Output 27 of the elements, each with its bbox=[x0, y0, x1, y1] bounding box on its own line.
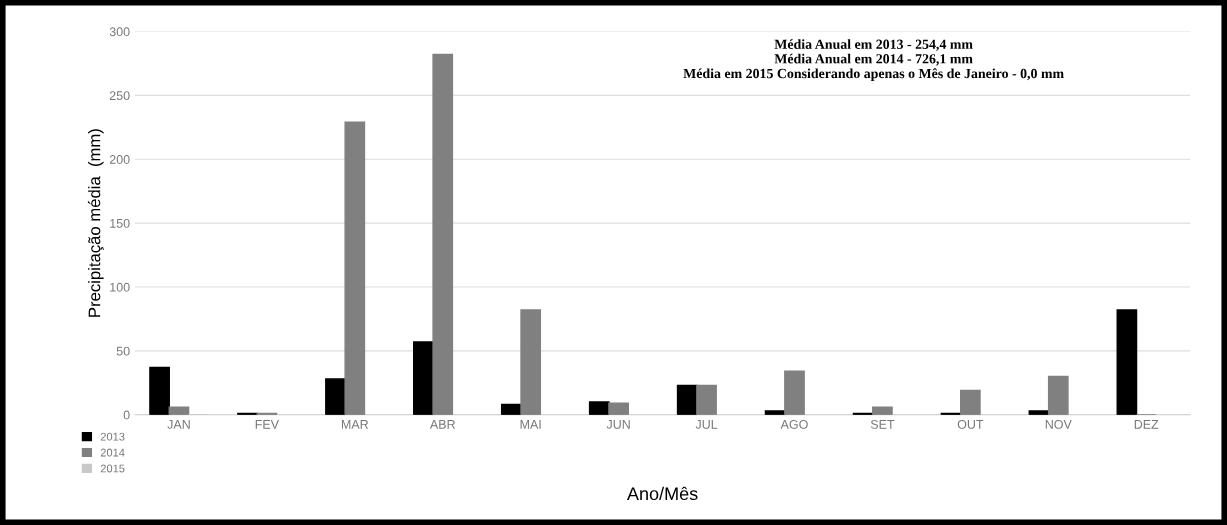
y-tick-label: 200 bbox=[109, 155, 130, 164]
y-axis-title: Precipitação média (mm) bbox=[87, 129, 104, 317]
legend-label: 2015 bbox=[100, 464, 125, 473]
y-tick-label: 0 bbox=[123, 410, 130, 420]
annotation: Média Anual em 2013 - 254,4 mm bbox=[774, 39, 973, 51]
x-tick-label: ABR bbox=[429, 420, 456, 429]
x-tick-label: AGO bbox=[780, 419, 808, 429]
x-tick-label: OUT bbox=[957, 419, 984, 429]
annotation: Média em 2015 Considerando apenas o Mês de Janeiro - 0,0 mm bbox=[683, 68, 1064, 81]
legend-label: 2014 bbox=[100, 448, 125, 457]
x-tick-label: JUL bbox=[695, 420, 718, 429]
x-tick-label: MAR bbox=[341, 420, 369, 429]
y-tick-label: 300 bbox=[109, 27, 130, 37]
legend-label: 2013 bbox=[100, 432, 125, 441]
annotation: Média Anual em 2014 - 726,1 mm bbox=[774, 53, 973, 66]
x-tick-label: FEV bbox=[255, 420, 279, 429]
y-tick-label: 250 bbox=[109, 91, 130, 101]
y-tick-label: 150 bbox=[110, 218, 130, 228]
x-tick-label: NOV bbox=[1045, 419, 1072, 429]
x-tick-label: JAN bbox=[167, 420, 190, 429]
x-tick-label: SET bbox=[870, 419, 895, 429]
x-tick-label: DEZ bbox=[1134, 420, 1159, 429]
x-axis-title: Ano/Mês bbox=[626, 486, 698, 501]
x-tick-label: MAI bbox=[520, 420, 541, 429]
x-tick-label: JUN bbox=[606, 420, 630, 429]
y-tick-label: 100 bbox=[110, 282, 130, 292]
y-tick-label: 50 bbox=[116, 346, 130, 356]
